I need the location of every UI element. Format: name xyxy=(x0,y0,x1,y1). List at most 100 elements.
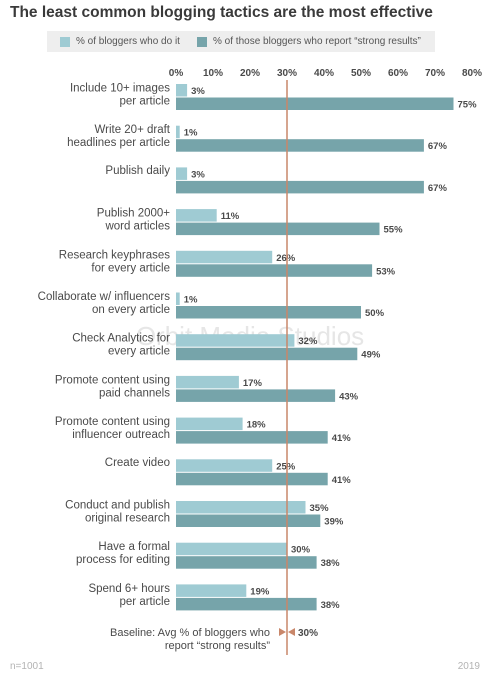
bar-series-1 xyxy=(176,417,243,431)
data-label-series-2: 67% xyxy=(428,141,448,152)
bar-series-2 xyxy=(176,97,454,110)
bar-series-2 xyxy=(176,597,317,611)
legend-swatch-series-1 xyxy=(60,36,70,47)
category-label: Publish daily xyxy=(105,165,170,177)
data-label-series-1: 11% xyxy=(221,211,240,222)
bar-series-2 xyxy=(176,222,380,236)
bar-series-2 xyxy=(176,306,361,319)
bar-series-2 xyxy=(176,514,321,527)
bar-series-1 xyxy=(176,334,295,347)
data-label-series-1: 19% xyxy=(250,586,270,597)
data-label-series-2: 39% xyxy=(324,517,344,528)
bar-series-2 xyxy=(176,431,328,444)
data-label-series-1: 25% xyxy=(276,461,296,472)
data-label-series-1: 3% xyxy=(191,86,205,97)
data-label-series-2: 55% xyxy=(384,225,404,236)
category-label: Spend 6+ hours xyxy=(88,583,170,595)
baseline-label: report “strong results” xyxy=(165,640,270,652)
bar-series-2 xyxy=(176,556,317,569)
category-label: Create video xyxy=(105,457,170,469)
category-label: Check Analytics for xyxy=(72,333,170,345)
bar-series-1 xyxy=(176,125,180,139)
category-label: Write 20+ draft xyxy=(94,124,170,136)
bar-series-1 xyxy=(176,84,188,97)
bar-series-2 xyxy=(176,139,424,152)
category-label: headlines per article xyxy=(67,137,170,149)
data-label-series-2: 38% xyxy=(321,600,341,611)
legend: % of bloggers who do it % of those blogg… xyxy=(47,31,435,52)
data-label-series-1: 26% xyxy=(276,253,296,264)
data-label-series-2: 50% xyxy=(365,308,385,319)
data-label-series-2: 49% xyxy=(361,350,381,361)
year-note: 2019 xyxy=(457,661,480,672)
bar-series-1 xyxy=(176,501,306,514)
data-label-series-1: 17% xyxy=(243,378,263,389)
data-label-series-2: 53% xyxy=(376,266,396,277)
category-label: influencer outreach xyxy=(72,429,170,441)
category-label: paid channels xyxy=(99,387,170,399)
category-label: Promote content using xyxy=(55,416,170,428)
x-tick-label: 40% xyxy=(314,68,334,79)
legend-label-series-1: % of bloggers who do it xyxy=(76,36,180,47)
category-label: Have a formal xyxy=(98,541,170,553)
data-label-series-2: 43% xyxy=(339,391,359,402)
data-label-series-2: 75% xyxy=(458,100,478,111)
data-label-series-1: 3% xyxy=(191,169,205,180)
bar-series-1 xyxy=(176,209,217,222)
data-label-series-2: 38% xyxy=(321,558,341,569)
baseline-label: Baseline: Avg % of bloggers who xyxy=(110,627,270,639)
data-label-series-1: 30% xyxy=(291,545,311,556)
data-label-series-1: 18% xyxy=(247,420,267,431)
bar-series-2 xyxy=(176,264,373,277)
legend-item-series-2: % of those bloggers who report “strong r… xyxy=(197,36,421,47)
category-label: Include 10+ images xyxy=(70,83,170,95)
sample-size-note: n=1001 xyxy=(10,661,44,672)
x-tick-label: 20% xyxy=(240,68,260,79)
category-label: every article xyxy=(108,346,170,358)
legend-item-series-1: % of bloggers who do it xyxy=(60,36,180,47)
bar-series-1 xyxy=(176,584,247,597)
legend-swatch-series-2 xyxy=(197,36,207,47)
data-label-series-2: 41% xyxy=(332,433,352,444)
x-tick-label: 70% xyxy=(425,68,445,79)
data-label-series-1: 1% xyxy=(184,295,198,306)
x-tick-label: 80% xyxy=(462,68,482,79)
category-label: Promote content using xyxy=(55,374,170,386)
x-tick-label: 30% xyxy=(277,68,297,79)
bar-series-1 xyxy=(176,167,188,180)
category-label: Conduct and publish xyxy=(65,500,170,512)
category-label: Research keyphrases xyxy=(59,249,170,261)
bar-series-2 xyxy=(176,389,336,402)
data-label-series-1: 1% xyxy=(184,128,198,139)
x-tick-label: 0% xyxy=(169,68,184,79)
baseline-arrow-left xyxy=(279,628,286,636)
data-label-series-1: 32% xyxy=(298,336,318,347)
bar-series-1 xyxy=(176,459,273,472)
category-label: original research xyxy=(85,513,170,525)
data-label-series-2: 67% xyxy=(428,183,448,194)
data-label-series-1: 35% xyxy=(310,503,330,514)
data-label-series-2: 41% xyxy=(332,475,352,486)
bar-series-2 xyxy=(176,347,358,361)
baseline-value-label: 30% xyxy=(298,628,318,639)
category-label: per article xyxy=(120,596,171,608)
category-label: for every article xyxy=(91,262,170,274)
baseline-arrow-right xyxy=(288,628,295,636)
bar-series-1 xyxy=(176,292,180,305)
bar-series-2 xyxy=(176,180,424,194)
x-tick-label: 60% xyxy=(388,68,408,79)
bar-series-2 xyxy=(176,472,328,486)
bar-series-1 xyxy=(176,375,239,389)
category-label: per article xyxy=(120,96,171,108)
chart-title: The least common blogging tactics are th… xyxy=(10,4,433,21)
x-tick-label: 10% xyxy=(203,68,223,79)
bar-series-1 xyxy=(176,542,287,556)
legend-label-series-2: % of those bloggers who report “strong r… xyxy=(213,36,421,47)
category-label: word articles xyxy=(104,221,170,233)
category-label: Publish 2000+ xyxy=(97,208,170,220)
category-label: Collaborate w/ influencers xyxy=(38,291,171,303)
category-label: process for editing xyxy=(76,554,170,566)
category-label: on every article xyxy=(92,304,170,316)
x-tick-label: 50% xyxy=(351,68,371,79)
